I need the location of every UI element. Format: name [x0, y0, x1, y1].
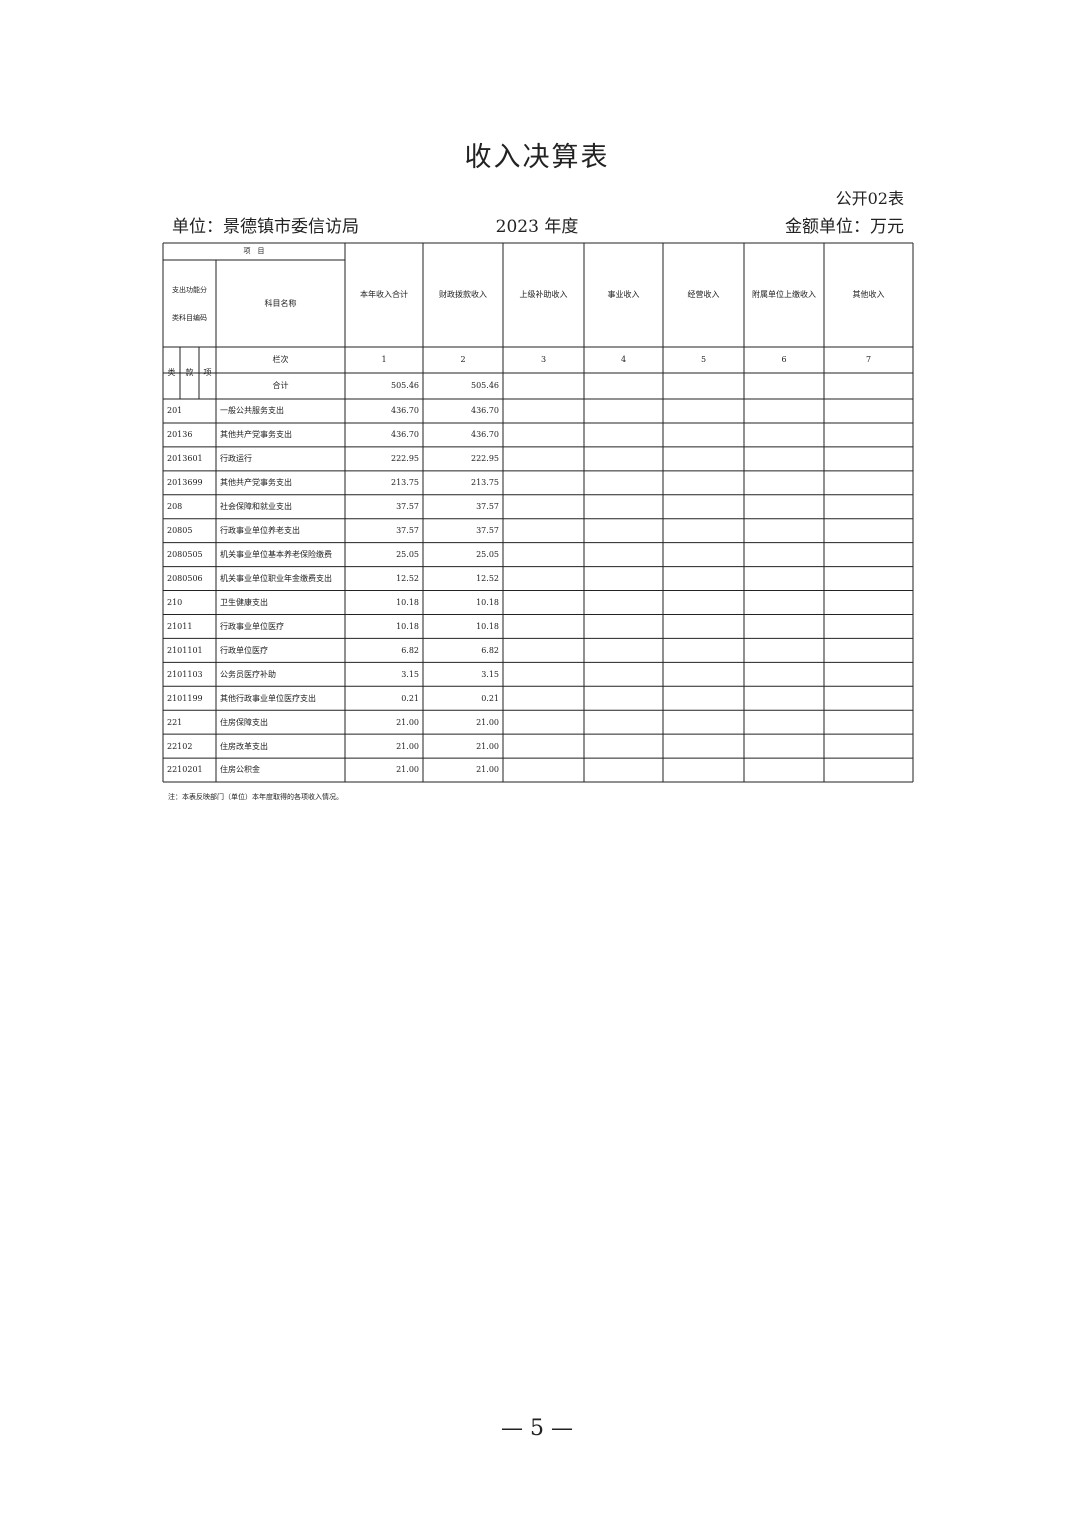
code-level: 项 [203, 368, 212, 378]
value-cell: 3.15 [481, 669, 499, 679]
value-cell: 21.00 [476, 717, 499, 727]
column-header: 上级补助收入 [519, 290, 568, 300]
value-cell: 0.21 [481, 693, 499, 703]
name-cell: 公务员医疗补助 [220, 669, 276, 679]
column-number: 2 [460, 355, 466, 365]
column-header: 经营收入 [687, 290, 720, 300]
value-cell: 21.00 [476, 741, 499, 751]
name-cell: 住房公积金 [220, 765, 260, 775]
value-cell: 213.75 [391, 478, 419, 488]
code-cell: 2210201 [167, 765, 203, 775]
value-cell: 10.18 [396, 597, 419, 607]
code-cell: 22102 [167, 741, 193, 751]
value-cell: 21.00 [396, 717, 419, 727]
column-header: 财政拨款收入 [439, 290, 487, 300]
code-cell: 221 [167, 717, 183, 727]
value-cell: 25.05 [396, 550, 419, 559]
code-cell: 208 [167, 502, 183, 512]
value-cell: 37.57 [476, 502, 499, 512]
name-cell: 机关事业单位职业年金缴费支出 [220, 573, 332, 583]
value-cell: 436.70 [391, 430, 419, 440]
name-cell: 行政单位医疗 [220, 645, 268, 655]
name-cell: 卫生健康支出 [220, 597, 268, 607]
code-cell: 2101103 [167, 669, 203, 679]
code-cell: 201 [167, 406, 183, 416]
code-cell: 20805 [167, 526, 193, 536]
column-number: 1 [381, 355, 387, 365]
name-cell: 住房改革支出 [220, 741, 268, 751]
code-cell: 2013601 [167, 454, 203, 464]
code-cell: 210 [167, 597, 183, 607]
code-cell: 20136 [167, 430, 193, 440]
value-cell: 12.52 [396, 573, 419, 583]
value-cell: 436.70 [471, 430, 499, 440]
value-cell: 25.05 [476, 550, 499, 559]
unit: 单位：景德镇市委信访局 [172, 217, 359, 237]
name-cell: 机关事业单位基本养老保险缴费 [220, 550, 332, 559]
value-cell: 37.57 [476, 526, 499, 536]
value-cell: 10.18 [396, 621, 419, 631]
page-number: — 5 — [501, 1416, 573, 1441]
code-cell: 2013699 [167, 478, 203, 488]
name-cell: 其他共产党事务支出 [220, 478, 292, 488]
name-cell: 行政运行 [220, 454, 252, 464]
column-header: 附属单位上缴收入 [752, 290, 816, 300]
name-cell: 其他行政事业单位医疗支出 [220, 693, 316, 703]
name-header: 科目名称 [264, 298, 297, 308]
name-cell: 住房保障支出 [220, 717, 268, 727]
value-cell: 10.18 [476, 621, 499, 631]
header-top: 项 目 [243, 246, 265, 255]
column-header: 本年收入合计 [360, 290, 408, 300]
value-cell: 21.00 [396, 765, 419, 775]
column-numbers-label: 栏次 [272, 355, 289, 365]
value-cell: 436.70 [471, 406, 499, 416]
amount-unit: 金额单位：万元 [785, 217, 904, 237]
title: 收入决算表 [464, 142, 610, 173]
value-cell: 0.21 [401, 693, 419, 703]
column-number: 6 [781, 355, 787, 365]
column-header: 事业收入 [607, 290, 640, 300]
column-header: 其他收入 [852, 290, 885, 300]
value-cell: 3.15 [401, 669, 419, 679]
name-cell: 行政事业单位医疗 [220, 621, 284, 631]
total-label: 合计 [272, 381, 289, 391]
code-header: 支出功能分类科目编码 [172, 285, 207, 322]
code-level: 类 [167, 368, 176, 378]
value-cell: 6.82 [401, 645, 419, 655]
name-cell: 其他共产党事务支出 [220, 430, 292, 440]
column-number: 3 [540, 355, 547, 365]
value-cell: 37.57 [396, 526, 419, 536]
code-cell: 2101199 [167, 693, 203, 703]
total-value: 505.46 [471, 381, 499, 391]
value-cell: 436.70 [391, 406, 419, 416]
column-number: 5 [700, 355, 707, 365]
name-cell: 行政事业单位养老支出 [220, 526, 300, 536]
column-number: 7 [865, 355, 872, 365]
value-cell: 21.00 [476, 765, 499, 775]
note: 注：本表反映部门（单位）本年度取得的各项收入情况。 [168, 793, 343, 801]
year: 2023 年度 [495, 217, 579, 237]
value-cell: 21.00 [396, 741, 419, 751]
total-value: 505.46 [391, 381, 419, 391]
value-cell: 222.95 [471, 454, 499, 464]
name-cell: 社会保障和就业支出 [220, 502, 292, 512]
value-cell: 222.95 [391, 454, 419, 464]
code-cell: 21011 [167, 621, 193, 631]
code-cell: 2101101 [167, 645, 203, 655]
value-cell: 10.18 [476, 597, 499, 607]
code-cell: 2080505 [167, 550, 203, 559]
value-cell: 213.75 [471, 478, 499, 488]
value-cell: 6.82 [481, 645, 499, 655]
column-number: 4 [620, 355, 627, 365]
code-level: 款 [185, 368, 194, 378]
value-cell: 12.52 [476, 573, 499, 583]
form-no: 公开02表 [835, 189, 904, 208]
name-cell: 一般公共服务支出 [220, 406, 284, 416]
value-cell: 37.57 [396, 502, 419, 512]
code-cell: 2080506 [167, 573, 203, 583]
